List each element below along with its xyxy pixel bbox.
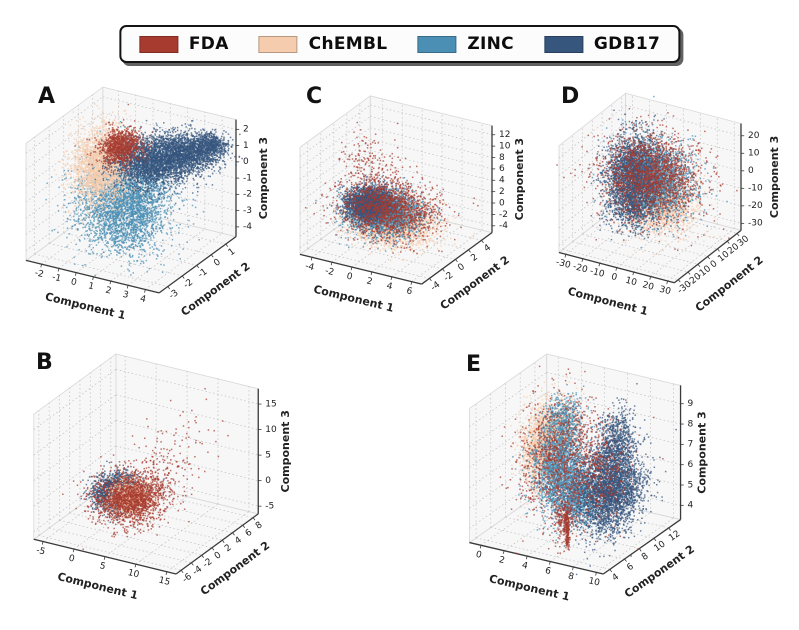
legend-item-ZINC: ZINC	[417, 34, 514, 54]
legend-item-FDA: FDA	[138, 34, 229, 54]
panel-A-scatter3d-plot	[10, 76, 288, 350]
legend-label: ChEMBL	[308, 34, 388, 54]
panel-C: C	[288, 76, 544, 350]
panel-C-scatter3d-plot	[288, 76, 544, 350]
panel-B-letter: B	[36, 350, 53, 375]
panel-C-letter: C	[306, 84, 323, 109]
legend-swatch-GDB17	[543, 35, 583, 53]
panel-E: E	[394, 344, 792, 628]
legend-label: GDB17	[593, 34, 661, 54]
legend-swatch-FDA	[138, 35, 178, 53]
panel-D-letter: D	[561, 84, 580, 109]
panel-E-scatter3d-plot	[394, 344, 792, 628]
panel-A: A	[10, 76, 288, 350]
panel-B-scatter3d-plot	[8, 348, 320, 626]
legend-swatch-ChEMBL	[258, 35, 298, 53]
legend-label: ZINC	[467, 34, 514, 54]
dataset-legend: FDA ChEMBL ZINC GDB17	[118, 25, 681, 63]
panel-A-letter: A	[38, 84, 56, 109]
panel-E-letter: E	[466, 352, 482, 377]
panel-D: D	[545, 76, 797, 350]
legend-label: FDA	[188, 34, 229, 54]
legend-item-GDB17: GDB17	[543, 34, 661, 54]
panel-D-scatter3d-plot	[545, 76, 797, 350]
legend-swatch-ZINC	[417, 35, 457, 53]
legend-item-ChEMBL: ChEMBL	[258, 34, 388, 54]
panel-B: B	[8, 348, 320, 626]
